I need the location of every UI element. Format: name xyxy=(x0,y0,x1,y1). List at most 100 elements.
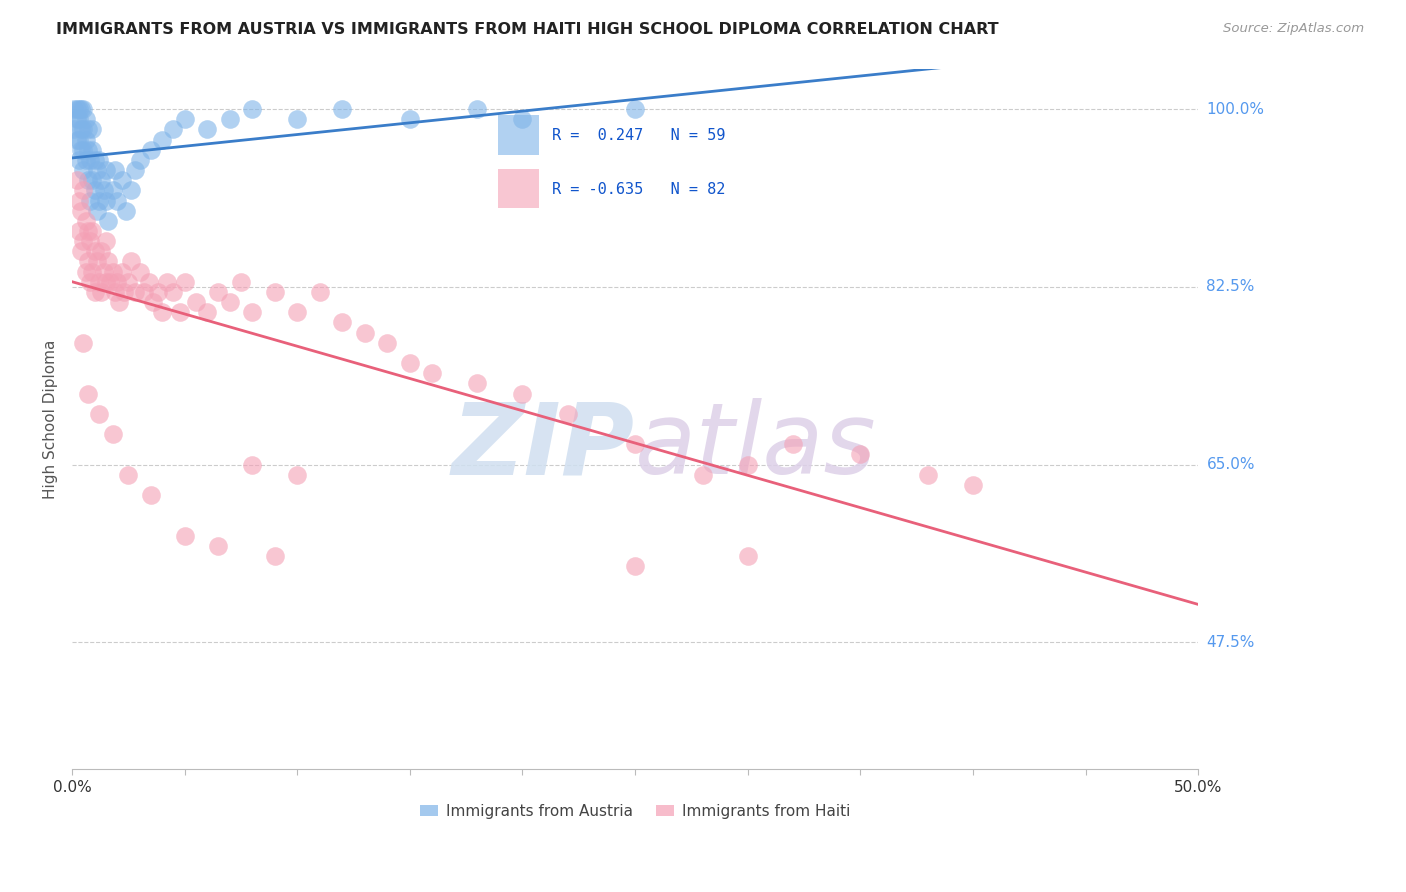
Point xyxy=(82,122,104,136)
Point xyxy=(229,275,252,289)
Point xyxy=(146,285,169,299)
Point xyxy=(308,285,330,299)
Point xyxy=(150,305,173,319)
Point xyxy=(195,122,218,136)
Point xyxy=(962,478,984,492)
Point xyxy=(263,549,285,563)
Y-axis label: High School Diploma: High School Diploma xyxy=(44,339,58,499)
Point xyxy=(83,183,105,197)
Point xyxy=(155,275,177,289)
Point xyxy=(138,275,160,289)
Point xyxy=(65,133,87,147)
Point xyxy=(75,214,97,228)
Point xyxy=(375,335,398,350)
Point xyxy=(76,224,98,238)
Point xyxy=(285,305,308,319)
Point xyxy=(218,295,240,310)
Point xyxy=(142,295,165,310)
Point xyxy=(72,183,94,197)
Point xyxy=(70,203,93,218)
Point xyxy=(353,326,375,340)
Point xyxy=(94,234,117,248)
Point xyxy=(207,285,229,299)
Point xyxy=(737,458,759,472)
Point xyxy=(67,194,90,208)
Text: atlas: atlas xyxy=(636,399,877,495)
Point xyxy=(79,275,101,289)
Point xyxy=(90,285,112,299)
Point xyxy=(467,376,489,391)
Point xyxy=(90,244,112,259)
Point xyxy=(93,265,115,279)
Point xyxy=(101,427,124,442)
Point xyxy=(173,275,195,289)
Point xyxy=(849,447,872,461)
Point xyxy=(240,102,263,116)
Point xyxy=(97,214,120,228)
Point xyxy=(150,133,173,147)
Point xyxy=(72,102,94,116)
Point xyxy=(82,143,104,157)
Text: IMMIGRANTS FROM AUSTRIA VS IMMIGRANTS FROM HAITI HIGH SCHOOL DIPLOMA CORRELATION: IMMIGRANTS FROM AUSTRIA VS IMMIGRANTS FR… xyxy=(56,22,998,37)
Point xyxy=(263,285,285,299)
Point xyxy=(65,112,87,127)
Point xyxy=(86,163,108,178)
Point xyxy=(79,153,101,167)
Point xyxy=(169,305,191,319)
Point xyxy=(94,275,117,289)
Point xyxy=(67,102,90,116)
Point xyxy=(76,254,98,268)
Point xyxy=(117,275,139,289)
Point xyxy=(737,549,759,563)
Point xyxy=(67,224,90,238)
Point xyxy=(75,112,97,127)
Point xyxy=(624,559,647,574)
Point xyxy=(120,254,142,268)
Point xyxy=(120,183,142,197)
Point xyxy=(105,275,128,289)
Point xyxy=(557,407,579,421)
Point xyxy=(72,335,94,350)
Point xyxy=(512,112,534,127)
Point xyxy=(76,386,98,401)
Point xyxy=(624,102,647,116)
Point xyxy=(330,315,353,329)
Point xyxy=(70,102,93,116)
Point xyxy=(87,275,110,289)
Point xyxy=(72,122,94,136)
Point xyxy=(65,173,87,187)
Point xyxy=(86,254,108,268)
Point xyxy=(90,173,112,187)
Point xyxy=(70,122,93,136)
Point xyxy=(512,386,534,401)
Point xyxy=(173,529,195,543)
Point xyxy=(83,244,105,259)
Point xyxy=(76,143,98,157)
Point xyxy=(139,143,162,157)
Point xyxy=(94,194,117,208)
Point xyxy=(128,265,150,279)
Point xyxy=(87,194,110,208)
Point xyxy=(75,133,97,147)
Point xyxy=(184,295,207,310)
Point xyxy=(72,163,94,178)
Point xyxy=(115,203,138,218)
Point xyxy=(70,244,93,259)
Point xyxy=(128,153,150,167)
Point xyxy=(101,183,124,197)
Text: ZIP: ZIP xyxy=(453,399,636,495)
Point xyxy=(132,285,155,299)
Point xyxy=(117,467,139,482)
Point xyxy=(108,295,131,310)
Text: 100.0%: 100.0% xyxy=(1206,102,1264,117)
Point xyxy=(104,163,127,178)
Point xyxy=(93,183,115,197)
Point xyxy=(782,437,804,451)
Point xyxy=(83,285,105,299)
Point xyxy=(139,488,162,502)
Point xyxy=(240,458,263,472)
Point xyxy=(124,285,146,299)
Point xyxy=(75,265,97,279)
Point xyxy=(82,265,104,279)
Point xyxy=(79,194,101,208)
